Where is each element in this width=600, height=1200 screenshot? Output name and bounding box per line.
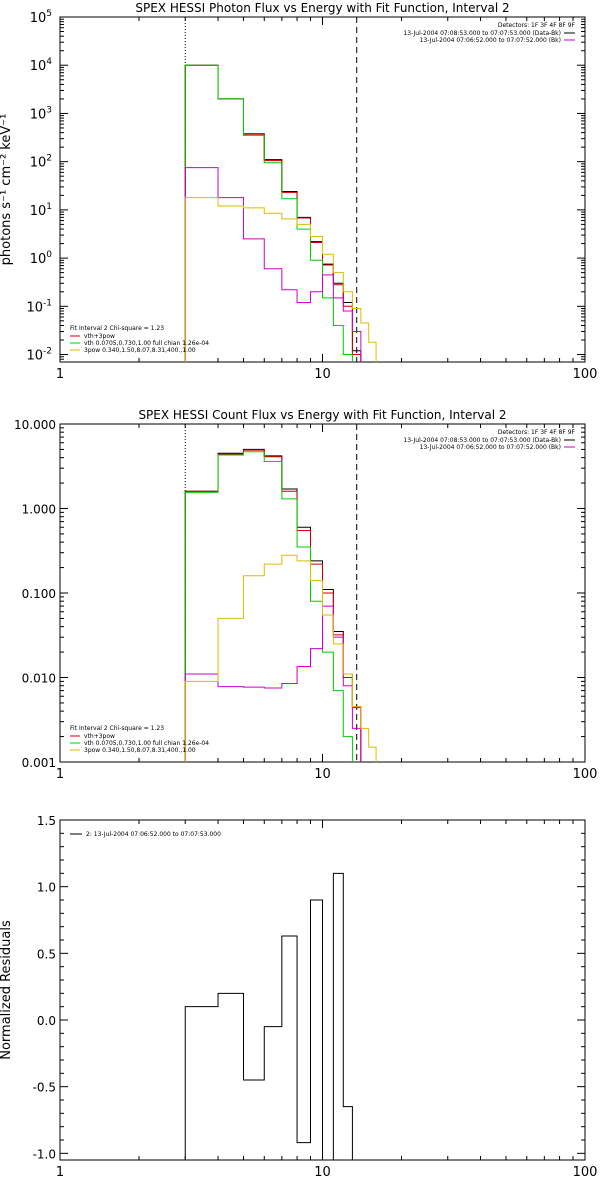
series-line <box>184 64 362 362</box>
residuals-panel: 1 10 100 -1.0 -0.5 0.0 0.5 1.0 1.5 Normalized Res… <box>0 814 598 1180</box>
legend-fit-header: Fit Interval 2 Chi-square = 1.23 <box>70 725 164 732</box>
x-tick-label: 100 <box>573 367 598 382</box>
series-line <box>184 872 353 1160</box>
x-tick-label: 1 <box>56 1165 64 1180</box>
y-tick-label: 102 <box>30 154 52 171</box>
y-tick-base: 10 <box>30 59 47 74</box>
y-tick-label: -0.5 <box>33 1081 56 1095</box>
y-tick-label: 0.010 <box>22 672 56 686</box>
y-tick-base: 10 <box>30 156 47 171</box>
legend-left-text: vth 0.0705,0.730,1.00 full chian 1.26e-0… <box>84 340 209 347</box>
y-tick-exp: 5 <box>46 9 52 19</box>
legend-left-text: vth 0.0705,0.730,1.00 full chian 1.26e-0… <box>84 740 209 747</box>
y-tick-label: -1.0 <box>33 1147 56 1161</box>
legend-left-text: vth+3pow <box>84 333 115 340</box>
y-tick-exp: -2 <box>43 347 52 357</box>
series-line <box>184 451 353 762</box>
plot-frame <box>59 16 586 363</box>
series-line <box>184 449 362 762</box>
series-line <box>184 64 362 362</box>
y-tick-label: 1.0 <box>37 881 56 895</box>
y-axis-label: photons s⁻¹ cm⁻² keV⁻¹ <box>0 114 14 266</box>
y-tick-label: 10-2 <box>26 347 52 364</box>
x-tick-label: 1 <box>56 367 64 382</box>
legend-left-text: 3pow 0.340,1.50,8.07,8.31,400.,1.00 <box>84 747 196 754</box>
x-tick-label: 10 <box>314 767 331 782</box>
series-line <box>184 448 362 762</box>
legend-detectors: Detectors: 1F 3F 4F 8F 9F <box>498 429 576 436</box>
legend-fit-header: Fit Interval 2 Chi-square = 1.23 <box>70 325 164 332</box>
count-flux-panel: SPEX HESSI Count Flux vs Energy with Fit… <box>14 408 598 782</box>
x-tick-label: 100 <box>573 767 598 782</box>
series-group <box>184 872 353 1160</box>
legend-right-text: 13-Jul-2004 07:06:52.000 to 07:07:52.000… <box>420 37 561 44</box>
y-tick-label: 10-1 <box>26 298 52 315</box>
x-tick-label: 10 <box>314 1165 331 1180</box>
y-tick-label: 0.5 <box>37 947 56 961</box>
chart-title: SPEX HESSI Count Flux vs Energy with Fit… <box>138 408 506 422</box>
y-tick-base: 10 <box>26 300 43 315</box>
y-tick-base: 10 <box>30 252 47 267</box>
series-line <box>184 605 362 762</box>
y-tick-exp: 2 <box>46 154 52 164</box>
legend-left-text: 3pow 0.340,1.50,8.07,8.31,400.,1.00 <box>84 347 196 354</box>
y-tick-label: 100 <box>30 250 53 267</box>
x-tick-label: 10 <box>314 367 331 382</box>
legend-residual-text: 2: 13-Jul-2004 07:06:52.000 to 07:07:53.… <box>86 831 221 838</box>
series-line <box>184 197 377 362</box>
y-tick-exp: 0 <box>46 250 52 260</box>
y-tick-label: 0.100 <box>22 587 56 601</box>
legend-right-text: 13-Jul-2004 07:08:53.000 to 07:07:53.000… <box>403 437 561 444</box>
y-tick-label: 104 <box>30 57 53 74</box>
legend-left-text: vth+3pow <box>84 733 115 740</box>
legend-right-text: 13-Jul-2004 07:06:52.000 to 07:07:52.000… <box>420 444 561 451</box>
y-tick-label: 0.001 <box>22 756 56 770</box>
y-tick-label: 1.5 <box>37 814 56 828</box>
y-tick-exp: -1 <box>43 298 52 308</box>
y-tick-label: 101 <box>30 202 52 219</box>
y-tick-label: 1.000 <box>22 503 56 517</box>
y-tick-label: 0.0 <box>37 1014 56 1028</box>
series-line <box>184 64 353 362</box>
y-axis-label: Normalized Residuals <box>0 920 14 1060</box>
series-group <box>184 64 377 362</box>
y-tick-label: 10.000 <box>14 418 56 432</box>
series-group <box>184 448 377 762</box>
y-tick-base: 10 <box>30 107 47 122</box>
y-tick-label: 103 <box>30 105 52 122</box>
y-tick-exp: 1 <box>46 202 52 212</box>
y-tick-exp: 3 <box>46 105 52 115</box>
y-tick-base: 10 <box>30 11 47 26</box>
y-tick-base: 10 <box>30 204 47 219</box>
y-tick-exp: 4 <box>46 57 52 67</box>
y-tick-base: 10 <box>26 349 43 364</box>
series-line <box>184 554 377 762</box>
series-line <box>184 167 362 362</box>
photon-flux-panel: SPEX HESSI Photon Flux vs Energy with Fi… <box>0 1 597 382</box>
chart-title: SPEX HESSI Photon Flux vs Energy with Fi… <box>135 1 509 15</box>
legend-right-text: 13-Jul-2004 07:08:53.000 to 07:07:53.000… <box>403 30 561 37</box>
legend-detectors: Detectors: 1F 3F 4F 8F 9F <box>498 22 576 29</box>
y-tick-label: 105 <box>30 9 52 26</box>
x-tick-label: 100 <box>573 1165 598 1180</box>
x-tick-label: 1 <box>56 767 64 782</box>
